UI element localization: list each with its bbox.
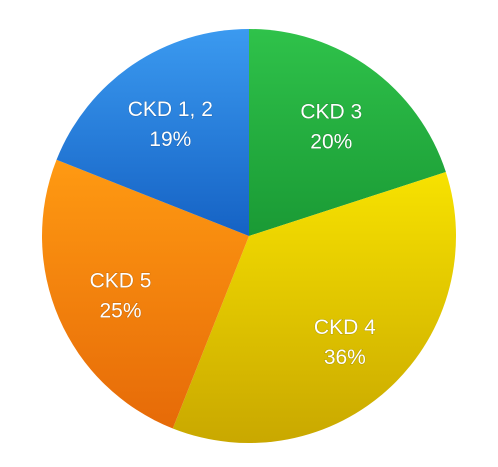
slice-label: CKD 1, 2 [128,98,213,121]
pie-slice-ckd-4 [172,172,457,444]
slice-label: CKD 5 [90,270,152,293]
pie-labels: CKD 3 20% CKD 4 36% CKD 5 25% CKD 1, 2 19% [89,98,376,370]
pie-slice-ckd-5 [42,159,250,429]
slice-value-label: 19% [149,128,191,151]
pie-slices [42,29,457,444]
pie-slice-ckd-3 [249,29,446,236]
pie-slice-ckd-1-2 [56,29,249,236]
slice-value-label: 36% [324,346,366,369]
slice-value-label: 25% [99,300,141,323]
slice-label: CKD 4 [314,316,376,339]
slice-value-label: 20% [310,131,352,154]
slice-label: CKD 3 [300,101,362,124]
